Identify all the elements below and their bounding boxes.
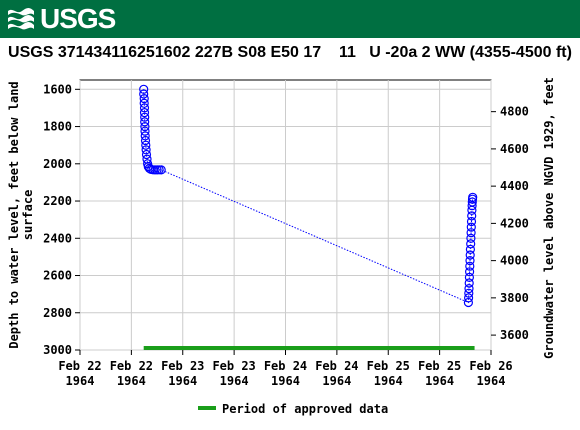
x-tick-label-year: 1964 <box>168 374 197 388</box>
right-tick-label: 3600 <box>500 328 529 342</box>
data-point <box>464 284 474 294</box>
left-tick-label: 2800 <box>43 306 72 320</box>
legend-swatch <box>198 406 216 410</box>
data-point <box>140 135 151 146</box>
approved-period-segment <box>143 346 475 350</box>
x-tick-label-date: Feb 25 <box>367 359 410 373</box>
data-point <box>466 233 476 243</box>
x-tick-label-year: 1964 <box>374 374 403 388</box>
right-y-axis: 4800 4600 4400 4200 4000 3800 3600 <box>491 105 529 342</box>
data-point <box>465 244 475 254</box>
logo-text: USGS <box>40 3 116 34</box>
data-point <box>468 192 478 202</box>
x-tick-label-year: 1964 <box>220 374 249 388</box>
data-point <box>139 98 149 108</box>
data-point <box>139 103 150 113</box>
data-point <box>140 131 150 141</box>
data-point <box>465 250 475 260</box>
left-y-axis: 1600 1800 2000 2200 2400 2600 2800 3000 <box>43 82 80 357</box>
approved-period-bar <box>143 346 475 350</box>
left-tick-label: 2600 <box>43 269 72 283</box>
data-point <box>141 149 152 160</box>
right-tick-label: 4400 <box>500 179 529 193</box>
data-point <box>466 239 476 249</box>
left-tick-label: 2000 <box>43 157 72 171</box>
x-tick-label-year: 1964 <box>271 374 300 388</box>
data-point <box>467 211 477 221</box>
data-point <box>139 107 150 118</box>
left-tick-label: 1800 <box>43 120 72 134</box>
right-tick-label: 4800 <box>500 105 529 119</box>
usgs-logo[interactable]: USGS <box>6 3 116 34</box>
data-point <box>140 121 150 132</box>
data-point <box>140 117 150 127</box>
data-point <box>139 93 149 104</box>
x-tick-label-date: Feb 26 <box>469 359 512 373</box>
data-point <box>466 216 477 227</box>
left-tick-label: 2200 <box>43 194 72 208</box>
x-tick-label-date: Feb 23 <box>212 359 255 373</box>
legend: Period of approved data <box>198 402 388 416</box>
right-tick-label: 4200 <box>500 216 529 230</box>
data-point <box>464 278 474 288</box>
left-axis-label-line2: surface <box>21 190 35 241</box>
right-axis-label: Groundwater level above NGVD 1929, feet <box>542 77 556 359</box>
data-point <box>464 272 474 282</box>
data-point <box>465 261 475 271</box>
x-tick-label-year: 1964 <box>477 374 506 388</box>
left-axis-label-line1: Depth to water level, feet below land <box>7 81 21 348</box>
series-points <box>139 84 478 308</box>
data-point <box>139 89 149 99</box>
right-tick-label: 4000 <box>500 254 529 268</box>
right-tick-label: 3800 <box>500 291 529 305</box>
x-tick-label-date: Feb 22 <box>58 359 101 373</box>
data-point <box>140 126 150 136</box>
data-point <box>141 140 151 150</box>
x-tick-label-year: 1964 <box>322 374 351 388</box>
x-tick-label-date: Feb 25 <box>418 359 461 373</box>
x-tick-label-date: Feb 22 <box>110 359 153 373</box>
usgs-wave-icon <box>8 8 34 30</box>
x-tick-label-year: 1964 <box>117 374 146 388</box>
legend-label: Period of approved data <box>222 402 388 416</box>
data-point <box>141 145 151 155</box>
chart-title: USGS 371434116251602 227B S08 E50 17 11 … <box>8 44 572 61</box>
data-point <box>466 222 476 232</box>
x-tick-label-year: 1964 <box>425 374 454 388</box>
data-point <box>463 297 473 308</box>
data-point <box>465 256 475 266</box>
left-tick-label: 2400 <box>43 231 72 245</box>
x-tick-label-year: 1964 <box>66 374 95 388</box>
x-tick-label-date: Feb 24 <box>264 359 307 373</box>
data-point <box>466 228 476 238</box>
data-point <box>139 84 149 94</box>
left-tick-label: 3000 <box>43 343 72 357</box>
x-tick-label-date: Feb 23 <box>161 359 204 373</box>
data-point <box>465 267 475 277</box>
data-point <box>467 197 477 207</box>
usgs-header-bar: USGS <box>0 0 580 38</box>
data-point <box>156 165 166 175</box>
data-point <box>140 112 150 122</box>
right-tick-label: 4600 <box>500 142 529 156</box>
data-point <box>464 288 474 298</box>
left-tick-label: 1600 <box>43 82 72 96</box>
data-point <box>464 293 474 303</box>
x-tick-label-date: Feb 24 <box>315 359 358 373</box>
